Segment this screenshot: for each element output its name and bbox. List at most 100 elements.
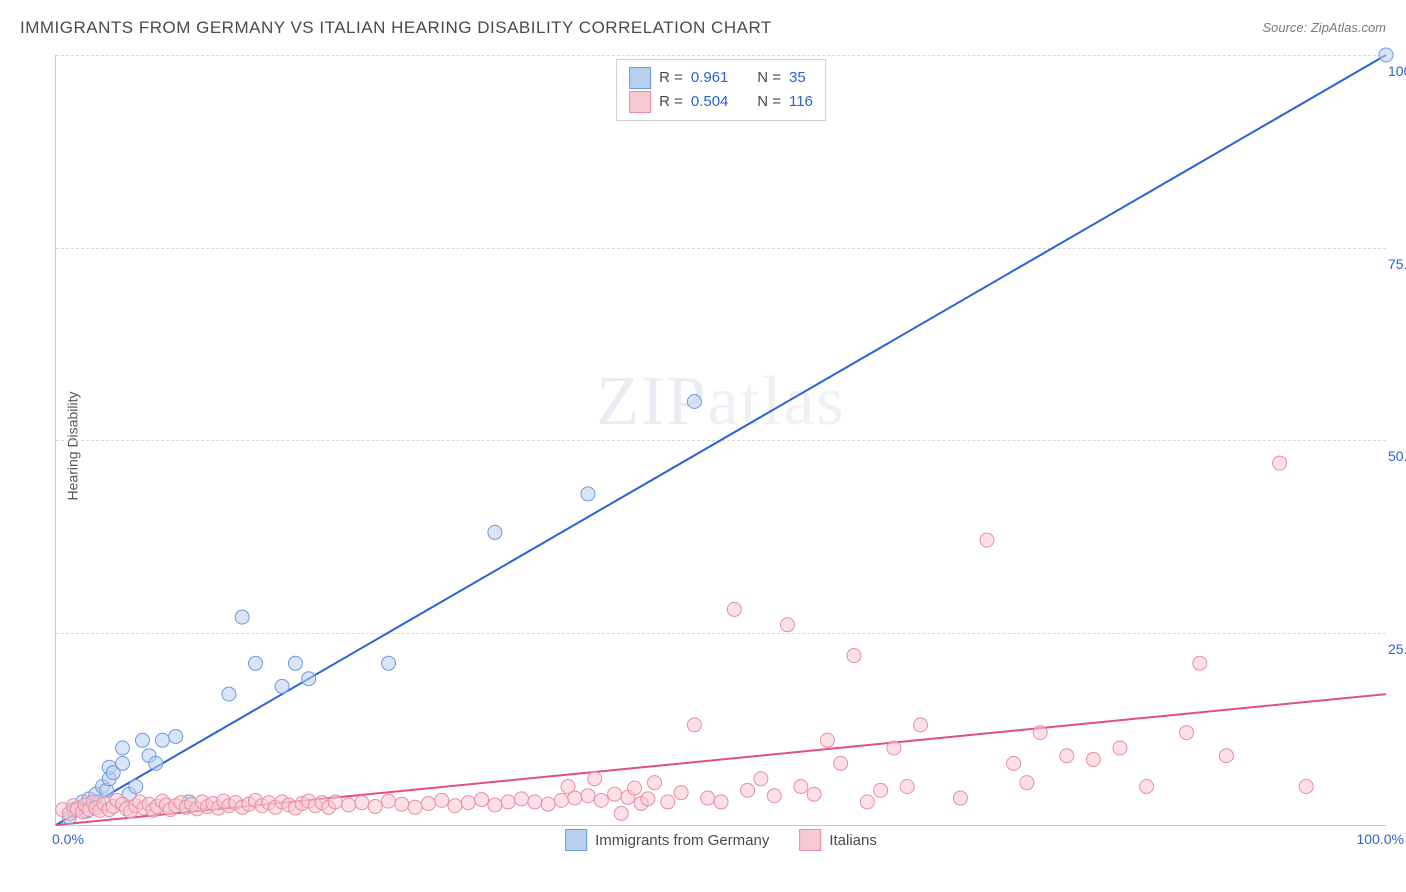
italians-point (754, 772, 768, 786)
italians-point (767, 789, 781, 803)
italians-point (475, 793, 489, 807)
italians-point (701, 791, 715, 805)
germany-point (302, 672, 316, 686)
germany-point (249, 656, 263, 670)
italians-point (1273, 456, 1287, 470)
italians-point (1299, 780, 1313, 794)
italians-point (588, 772, 602, 786)
italians-swatch (799, 829, 821, 851)
germany-point (382, 656, 396, 670)
x-tick-max: 100.0% (1357, 831, 1404, 847)
italians-point (1033, 726, 1047, 740)
italians-point (834, 756, 848, 770)
italians-point (608, 787, 622, 801)
italians-point (408, 800, 422, 814)
italians-point (581, 789, 595, 803)
germany-trend-line (56, 55, 1386, 825)
italians-point (1140, 780, 1154, 794)
italians-point (328, 795, 342, 809)
stats-legend: R = 0.961 N = 35R = 0.504 N = 116 (616, 59, 826, 121)
italians-point (687, 718, 701, 732)
italians-point (914, 718, 928, 732)
italians-point (674, 786, 688, 800)
italians-point (727, 602, 741, 616)
italians-point (1086, 753, 1100, 767)
germany-point (149, 756, 163, 770)
italians-point (661, 795, 675, 809)
germany-point (222, 687, 236, 701)
germany-swatch (629, 67, 651, 89)
italians-point (874, 783, 888, 797)
italians-point (541, 797, 555, 811)
italians-point (847, 649, 861, 663)
germany-point (135, 733, 149, 747)
italians-point (435, 793, 449, 807)
italians-point (820, 733, 834, 747)
italians-point (528, 795, 542, 809)
italians-point (794, 780, 808, 794)
italians-point (342, 798, 356, 812)
italians-point (628, 781, 642, 795)
italians-point (1113, 741, 1127, 755)
italians-point (594, 793, 608, 807)
italians-point (860, 795, 874, 809)
x-tick-min: 0.0% (52, 831, 84, 847)
italians-point (355, 796, 369, 810)
italians-point (568, 791, 582, 805)
stats-row-germany: R = 0.961 N = 35 (629, 66, 813, 90)
italians-point (980, 533, 994, 547)
italians-point (461, 796, 475, 810)
legend-item-germany: Immigrants from Germany (565, 829, 769, 851)
italians-point (448, 799, 462, 813)
germany-point (275, 679, 289, 693)
italians-point (1193, 656, 1207, 670)
italians-point (1219, 749, 1233, 763)
legend-label: Immigrants from Germany (595, 832, 769, 849)
italians-point (714, 795, 728, 809)
chart-svg (56, 55, 1386, 825)
germany-point (116, 741, 130, 755)
source-label: Source: ZipAtlas.com (1262, 20, 1386, 35)
germany-point (169, 729, 183, 743)
germany-swatch (565, 829, 587, 851)
germany-point (288, 656, 302, 670)
y-tick-label: 25.0% (1388, 641, 1406, 657)
italians-point (887, 741, 901, 755)
italians-point (1180, 726, 1194, 740)
italians-point (382, 794, 396, 808)
series-legend: Immigrants from Germany Italians (565, 829, 877, 851)
germany-point (129, 780, 143, 794)
italians-point (900, 780, 914, 794)
y-tick-label: 75.0% (1388, 256, 1406, 272)
italians-point (741, 783, 755, 797)
italians-point (953, 791, 967, 805)
germany-point (116, 756, 130, 770)
italians-point (368, 800, 382, 814)
legend-item-italians: Italians (799, 829, 877, 851)
italians-point (554, 793, 568, 807)
italians-point (807, 787, 821, 801)
italians-point (421, 796, 435, 810)
italians-point (488, 798, 502, 812)
italians-point (395, 797, 409, 811)
italians-point (515, 792, 529, 806)
germany-point (488, 525, 502, 539)
germany-point (155, 733, 169, 747)
italians-point (1007, 756, 1021, 770)
italians-point (614, 806, 628, 820)
plot-area: ZIPatlas 25.0%50.0%75.0%100.0% R = 0.961… (55, 55, 1386, 826)
italians-point (501, 795, 515, 809)
germany-point (581, 487, 595, 501)
italians-swatch (629, 91, 651, 113)
y-tick-label: 100.0% (1388, 63, 1406, 79)
germany-point (1379, 48, 1393, 62)
italians-point (1020, 776, 1034, 790)
stats-row-italians: R = 0.504 N = 116 (629, 90, 813, 114)
germany-point (235, 610, 249, 624)
italians-point (648, 776, 662, 790)
italians-point (641, 792, 655, 806)
italians-point (1060, 749, 1074, 763)
italians-point (781, 618, 795, 632)
legend-label: Italians (829, 832, 877, 849)
germany-point (687, 395, 701, 409)
